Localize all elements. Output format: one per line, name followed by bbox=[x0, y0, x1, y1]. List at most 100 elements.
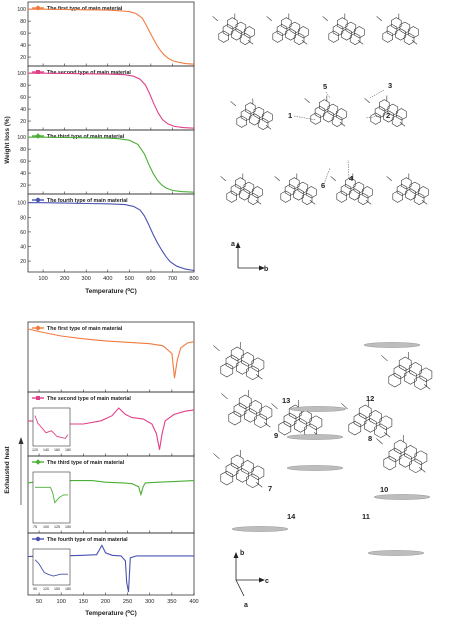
x-tick-label: 200 bbox=[101, 599, 110, 605]
side-chains bbox=[341, 399, 391, 438]
contact-label: 6 bbox=[321, 181, 325, 190]
data-point bbox=[128, 139, 130, 141]
data-point bbox=[163, 54, 165, 55]
side-chains bbox=[386, 173, 428, 205]
stacked-layer bbox=[286, 465, 344, 471]
y-tick-label: 40 bbox=[20, 171, 26, 177]
ring-system bbox=[388, 356, 433, 391]
data-point bbox=[184, 410, 186, 412]
data-point bbox=[60, 335, 62, 337]
side-chains bbox=[213, 341, 263, 380]
side-chains bbox=[376, 434, 426, 473]
legend-marker bbox=[36, 70, 40, 74]
x-tick-label: 300 bbox=[145, 599, 154, 605]
inset-frame bbox=[32, 407, 71, 447]
x-axis-label: Temperature (⁰C) bbox=[85, 288, 136, 295]
side-chains bbox=[376, 13, 418, 45]
side-chains bbox=[322, 13, 364, 45]
molecule-top-9 bbox=[274, 173, 317, 205]
data-point bbox=[139, 78, 141, 80]
panel-frame bbox=[27, 321, 195, 393]
data-point bbox=[129, 557, 131, 559]
legend-label: The first type of main material bbox=[47, 6, 123, 12]
molecule-bottom-1 bbox=[213, 341, 265, 381]
panel-frame bbox=[27, 193, 195, 273]
molecule-top-10 bbox=[330, 173, 373, 205]
legend-label: The second type of main material bbox=[47, 70, 131, 76]
data-point bbox=[173, 414, 175, 415]
data-point bbox=[142, 486, 144, 488]
y-tick-label: 60 bbox=[20, 159, 26, 165]
y-tick-label: 100 bbox=[17, 71, 26, 77]
y-tick-label: 100 bbox=[17, 7, 26, 13]
inset-tick-label: 125 bbox=[54, 525, 60, 529]
data-point bbox=[148, 163, 150, 165]
data-point bbox=[120, 555, 122, 557]
ring-system bbox=[280, 177, 317, 205]
data-point bbox=[164, 420, 166, 422]
data-point bbox=[158, 481, 159, 483]
x-tick-label: 50 bbox=[36, 599, 42, 605]
data-point bbox=[154, 41, 156, 43]
heat-arrow-head bbox=[18, 437, 24, 444]
data-point bbox=[185, 63, 186, 64]
data-point bbox=[165, 256, 167, 258]
data-point bbox=[157, 179, 158, 181]
legend-marker bbox=[35, 325, 41, 331]
inset-tick-label: 160 bbox=[54, 448, 60, 452]
ring-system bbox=[278, 404, 323, 439]
molecule-top-2 bbox=[266, 13, 309, 45]
data-point bbox=[133, 75, 134, 77]
data-point bbox=[131, 483, 133, 485]
data-point bbox=[145, 84, 146, 86]
data-point bbox=[172, 60, 173, 61]
x-axis-label: Temperature (⁰C) bbox=[85, 610, 136, 617]
stacked-layer bbox=[231, 526, 289, 532]
data-point bbox=[176, 265, 178, 267]
data-point bbox=[193, 63, 195, 65]
y-tick-label: 20 bbox=[20, 259, 26, 265]
side-chains bbox=[304, 95, 346, 127]
data-point bbox=[82, 423, 84, 425]
molecule-top-8 bbox=[220, 173, 263, 205]
data-point bbox=[107, 73, 109, 75]
data-point bbox=[111, 415, 113, 417]
x-tick-label: 100 bbox=[38, 276, 47, 282]
data-point bbox=[175, 481, 177, 482]
y-tick-label: 60 bbox=[20, 230, 26, 236]
y-tick-label: 60 bbox=[20, 31, 26, 37]
data-point bbox=[118, 138, 119, 140]
inset: 90 120 150 180 bbox=[32, 548, 71, 591]
legend-label: The fourth type of main material bbox=[47, 198, 128, 204]
data-point bbox=[27, 328, 29, 330]
ring-system bbox=[348, 404, 393, 439]
data-point bbox=[42, 72, 44, 74]
x-tick-label: 200 bbox=[60, 276, 69, 282]
data-point bbox=[85, 203, 87, 204]
contact-label: 8 bbox=[368, 434, 372, 443]
data-point bbox=[171, 353, 173, 354]
molecule-top-3 bbox=[322, 13, 365, 45]
data-point bbox=[126, 582, 128, 583]
data-point bbox=[42, 136, 44, 138]
series-line bbox=[28, 136, 195, 193]
data-point bbox=[149, 343, 151, 345]
panel-4: The fourth type of main material 90 120 150… bbox=[27, 532, 195, 596]
data-point bbox=[178, 62, 180, 63]
series-line bbox=[28, 8, 195, 65]
data-point bbox=[118, 10, 119, 12]
data-point bbox=[42, 202, 44, 204]
data-point bbox=[167, 57, 169, 59]
data-point bbox=[85, 73, 87, 75]
panel-frame bbox=[27, 532, 195, 596]
x-tick-label: 300 bbox=[82, 276, 91, 282]
data-point bbox=[158, 112, 159, 114]
chart-dsc: The first type of main material The secon… bbox=[4, 321, 199, 617]
data-point bbox=[153, 103, 155, 105]
inset-line bbox=[34, 559, 68, 577]
data-point bbox=[128, 11, 130, 12]
data-point bbox=[152, 233, 154, 235]
data-point bbox=[144, 153, 145, 155]
y-tick-label: 100 bbox=[17, 135, 26, 141]
